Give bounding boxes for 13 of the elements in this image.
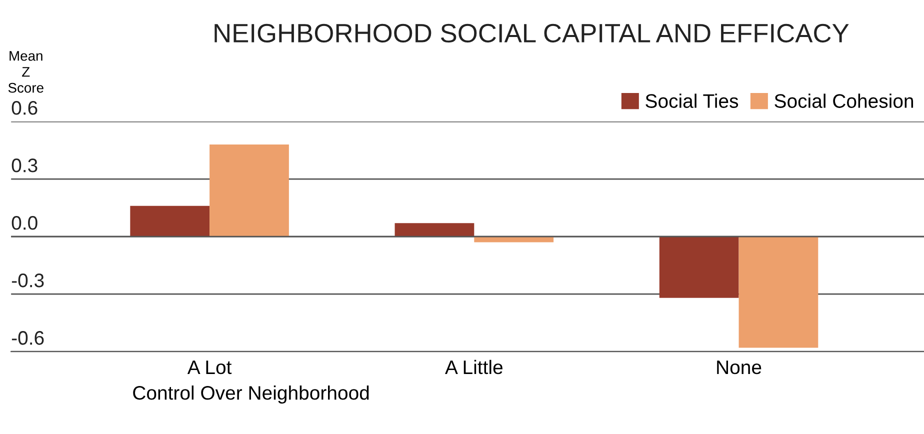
legend-label: Social Ties xyxy=(646,94,738,108)
y-axis-title: Mean Z Score xyxy=(8,51,44,93)
y-tick-label: -0.6 xyxy=(12,331,44,345)
y-tick-label: -0.3 xyxy=(12,274,44,288)
y-tick-label: 0.3 xyxy=(12,158,38,172)
chart-title: NEIGHBORHOOD SOCIAL CAPITAL AND EFFICACY xyxy=(214,24,849,43)
y-tick-label: 0.0 xyxy=(12,216,38,230)
legend-label: Social Cohesion xyxy=(774,94,914,108)
x-tick-label: A Little xyxy=(445,360,502,374)
x-axis-title: Control Over Neighborhood xyxy=(133,385,369,404)
x-tick-label: None xyxy=(717,360,762,374)
y-tick-label: 0.6 xyxy=(12,101,38,115)
x-tick-label: A Lot xyxy=(187,360,232,374)
